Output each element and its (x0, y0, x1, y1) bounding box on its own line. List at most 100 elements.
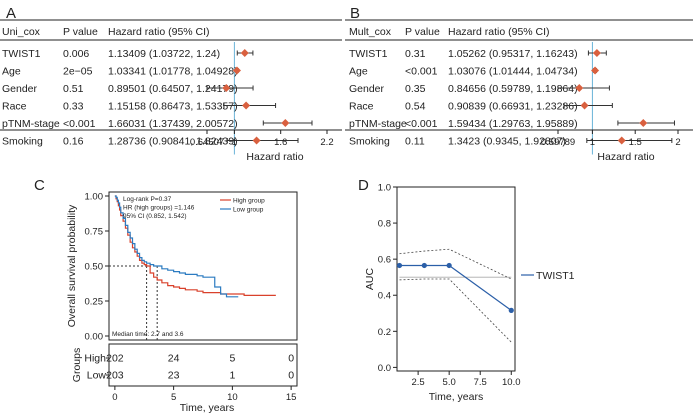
km-plot-c: 0.00 0.25 0.50 0.75 1.00 Overall survival pro… (66, 191, 298, 414)
row-p-value: 0.35 (405, 83, 426, 95)
row-ci-text: 1.03341 (1.01778, 1.04928) (108, 66, 238, 78)
annotation-line: 95% CI (0.852, 1.542) (123, 213, 187, 220)
y-tick-label: 0.00 (85, 332, 104, 343)
hr-point (617, 136, 626, 145)
row-name: pTNM-stage (2, 118, 60, 130)
x-tick-label: 15 (286, 392, 297, 403)
forest-plot-a: Uni_cox P value Hazard ratio (95% CI) TWIST… (0, 19, 342, 163)
row-ci-text: 1.15158 (0.86473, 1.53357) (108, 101, 238, 113)
y-tick-label: 0.4 (378, 291, 391, 302)
auc-point (508, 307, 514, 313)
x-tick-label: 10 (227, 392, 238, 403)
row-name: Race (349, 101, 374, 113)
x-tick-label: 1 (232, 137, 237, 148)
row-p-value: 0.006 (63, 48, 89, 60)
header-model: Mult_cox (349, 26, 392, 38)
y-tick-label: 0.8 (378, 219, 391, 230)
hr-point (639, 119, 648, 127)
header-hazard-ratio: Hazard ratio (95% CI) (448, 26, 550, 38)
hr-point (242, 101, 251, 110)
y-axis-title: AUC (364, 267, 376, 290)
median-time-text: Median time: 2.7 and 3.6 (112, 331, 184, 338)
row-ci-text: 1.3423 (0.9345, 1.92807) (448, 136, 566, 148)
y-tick-label: 0.2 (378, 327, 391, 338)
ci-upper-line (399, 248, 512, 280)
row-ci-text: 0.89501 (0.64507, 1.24179) (108, 83, 238, 95)
x-tick-label: 2 (675, 137, 680, 148)
x-tick-label: 2.5 (412, 377, 425, 388)
y-axis-title: Overall survival probability (66, 204, 78, 327)
hr-point (591, 66, 600, 75)
row-name: Age (2, 66, 21, 78)
auc-plot-d: 0.0 0.2 0.4 0.6 0.8 1.0 2.5 5.0 7.5 10.0 Time, yea… (364, 183, 575, 404)
ci-lower-line (399, 278, 512, 343)
y-tick-label: 0.25 (85, 297, 104, 308)
auc-point (396, 262, 403, 269)
x-tick-label: 7.5 (474, 377, 487, 388)
y-tick-label: 1.00 (85, 192, 104, 203)
x-axis-title: Time, years (180, 402, 234, 414)
row-name: Gender (2, 83, 38, 95)
y-tick-label: 0.0 (378, 363, 391, 374)
row-ci-text: 0.90839 (0.66931, 1.23286) (448, 101, 578, 113)
hr-point (252, 136, 261, 145)
x-tick-label: 0.64507 (190, 137, 224, 148)
forest-plot-b: Mult_cox P value Hazard ratio (95% CI) TWIS… (345, 19, 693, 163)
km-curve-high-group (114, 195, 276, 296)
risk-count: 24 (168, 353, 180, 365)
row-ci-text: 1.66031 (1.37439, 2.00572) (108, 118, 238, 130)
x-axis-title: Hazard ratio (597, 151, 654, 163)
risk-table-frame (108, 343, 298, 387)
row-ci-text: 1.59434 (1.29763, 1.95889) (448, 118, 578, 130)
row-name: TWIST1 (2, 48, 41, 60)
plot-frame (396, 186, 516, 372)
legend-label: TWIST1 (536, 270, 575, 282)
x-tick-label: 1.5 (629, 137, 642, 148)
x-tick-label: 5.0 (443, 377, 456, 388)
hr-point (580, 101, 589, 110)
x-tick-label: 0 (112, 392, 117, 403)
row-p-value: 0.54 (405, 101, 426, 113)
risk-count: 0 (288, 353, 294, 365)
row-name: Age (349, 66, 368, 78)
hr-point (232, 66, 241, 75)
row-name: Smoking (2, 136, 43, 148)
risk-row-label: High (84, 353, 106, 365)
y-tick-label: 1.0 (378, 183, 391, 194)
panel-letter-a: A (6, 5, 16, 22)
x-tick-label: 10.0 (502, 377, 521, 388)
header-p-value: P value (63, 26, 98, 38)
row-p-value: 0.11 (405, 136, 425, 148)
hr-point (240, 49, 249, 57)
row-p-value: <0.001 (63, 118, 96, 130)
row-p-value: 0.51 (63, 83, 84, 95)
row-name: pTNM-stage (349, 118, 407, 130)
row-p-value: <0.001 (405, 66, 438, 78)
row-name: Race (2, 101, 27, 113)
x-tick-label: 1.6 (274, 137, 287, 148)
row-ci-text: 1.03076 (1.01444, 1.04734) (448, 66, 578, 78)
panel-letter-b: B (350, 5, 360, 22)
legend-label: Low group (233, 207, 264, 214)
hr-point (222, 84, 231, 92)
hr-point (592, 49, 601, 57)
x-tick-label: 2.2 (320, 137, 333, 148)
annotation-line: HR (high groups) =1.146 (123, 205, 195, 212)
row-ci-text: 1.13409 (1.03722, 1.24) (108, 48, 220, 60)
row-p-value: 0.16 (63, 136, 84, 148)
risk-count: 202 (106, 353, 124, 365)
row-name: Gender (349, 83, 385, 95)
panel-letter-d: D (358, 177, 369, 194)
legend-label: High group (233, 198, 265, 205)
row-ci-text: 1.05262 (0.95317, 1.16243) (448, 48, 578, 60)
row-name: TWIST1 (349, 48, 388, 60)
auc-point (446, 262, 452, 269)
y-tick-label: 0.50 (85, 262, 104, 273)
risk-row-label: Low (87, 370, 107, 382)
x-axis-title: Time, years (429, 391, 483, 403)
risk-count: 23 (168, 370, 180, 382)
hr-point (281, 119, 290, 127)
row-name: Smoking (349, 136, 390, 148)
x-tick-label: 5 (171, 392, 176, 403)
